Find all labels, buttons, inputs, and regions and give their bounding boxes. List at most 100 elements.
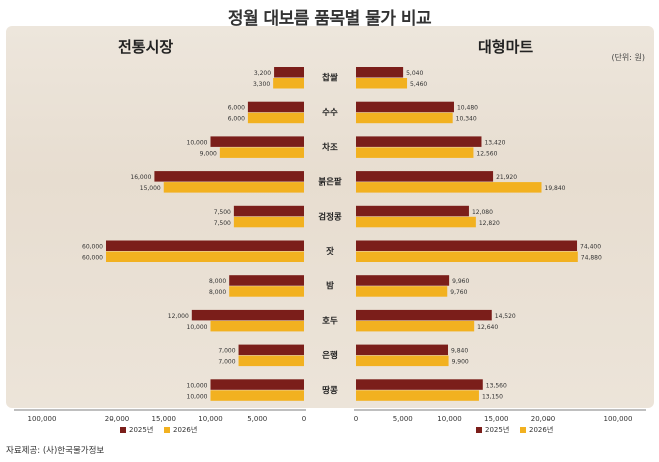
right-panel-title: 대형마트 xyxy=(478,38,534,56)
data-label: 9,900 xyxy=(452,359,469,366)
left-legend-swatch xyxy=(120,427,126,433)
right-bar-2025 xyxy=(356,240,578,251)
data-label: 10,340 xyxy=(456,116,477,123)
chart-panel xyxy=(6,26,654,408)
data-label: 74,880 xyxy=(581,255,602,262)
left-bar-2026 xyxy=(219,147,304,158)
data-label: 10,000 xyxy=(187,382,208,389)
data-label: 8,000 xyxy=(209,278,226,285)
data-label: 8,000 xyxy=(209,289,226,296)
data-label: 6,000 xyxy=(228,105,245,112)
right-legend-swatch xyxy=(520,427,526,433)
data-label: 5,460 xyxy=(410,81,427,88)
left-bar-2026 xyxy=(273,78,304,89)
data-label: 60,000 xyxy=(82,244,103,251)
right-legend-swatch xyxy=(476,427,482,433)
data-label: 21,920 xyxy=(496,174,517,181)
right-bar-2025 xyxy=(356,171,494,182)
data-label: 14,520 xyxy=(495,313,516,320)
right-bar-2025 xyxy=(356,309,492,321)
category-label: 밤 xyxy=(326,281,334,292)
category-label: 차조 xyxy=(322,142,338,153)
category-label: 호두 xyxy=(322,315,338,326)
data-label: 6,000 xyxy=(228,116,245,123)
data-label: 7,000 xyxy=(218,359,235,366)
data-label: 9,960 xyxy=(452,278,469,285)
x-tick-label: 5,000 xyxy=(393,415,413,423)
left-bar-2026 xyxy=(210,390,304,401)
left-legend-swatch xyxy=(164,427,170,433)
category-label: 은행 xyxy=(322,350,338,361)
right-bar-2026 xyxy=(356,216,476,228)
left-bar-2025 xyxy=(210,136,304,147)
category-label: 수수 xyxy=(322,108,338,118)
data-label: 3,200 xyxy=(254,70,271,77)
x-tick-label: 15,000 xyxy=(152,415,177,423)
right-bar-2026 xyxy=(356,390,479,401)
category-label: 땅콩 xyxy=(322,385,338,396)
left-bar-2026 xyxy=(233,216,304,228)
data-label: 7,500 xyxy=(214,209,231,216)
x-tick-label: 5,000 xyxy=(247,415,267,423)
unit-label: (단위: 원) xyxy=(611,53,645,62)
right-legend-label: 2025년 xyxy=(485,425,509,434)
data-label: 7,000 xyxy=(218,348,235,355)
category-label: 붉은팥 xyxy=(318,177,342,188)
left-bar-2025 xyxy=(229,275,304,286)
data-label: 12,000 xyxy=(168,313,189,320)
x-tick-label: 15,000 xyxy=(484,415,509,423)
data-label: 12,640 xyxy=(477,324,498,331)
right-bar-2026 xyxy=(356,320,475,332)
data-label: 7,500 xyxy=(214,220,231,227)
data-label: 5,040 xyxy=(406,70,423,77)
right-bar-2026 xyxy=(356,78,408,89)
category-label: 찹쌀 xyxy=(322,73,338,84)
left-bar-2025 xyxy=(210,379,304,390)
left-bar-2025 xyxy=(106,240,304,251)
x-tick-label: 0 xyxy=(354,415,358,423)
data-label: 60,000 xyxy=(82,255,103,262)
data-label: 12,560 xyxy=(476,150,497,157)
right-bar-2025 xyxy=(356,275,450,286)
category-label: 검정콩 xyxy=(318,211,342,222)
x-tick-label: 100,000 xyxy=(28,415,57,423)
data-label: 16,000 xyxy=(130,174,151,181)
x-tick-label: 10,000 xyxy=(198,415,223,423)
data-label: 19,840 xyxy=(545,185,566,192)
left-bar-2026 xyxy=(106,251,304,262)
right-bar-2026 xyxy=(356,182,542,193)
data-label: 12,080 xyxy=(472,209,493,216)
left-bar-2025 xyxy=(238,344,304,356)
data-label: 10,000 xyxy=(187,393,208,400)
data-label: 9,000 xyxy=(200,150,217,157)
x-tick-label: 100,000 xyxy=(604,415,633,423)
x-tick-label: 10,000 xyxy=(437,415,462,423)
right-bar-2026 xyxy=(356,286,448,297)
left-legend-label: 2025년 xyxy=(129,425,153,434)
left-bar-2025 xyxy=(191,309,304,321)
x-tick-label: – xyxy=(110,415,114,423)
source-note: 자료제공: (사)한국물가정보 xyxy=(6,446,105,456)
right-bar-2026 xyxy=(356,147,474,158)
left-bar-2026 xyxy=(210,320,304,332)
x-tick-label: 20,000 xyxy=(105,415,130,423)
left-bar-2026 xyxy=(229,286,304,297)
data-label: 12,820 xyxy=(479,220,500,227)
left-bar-2025 xyxy=(274,67,304,78)
data-label: 74,400 xyxy=(580,244,601,251)
x-tick-label: 0 xyxy=(302,415,306,423)
data-label: 13,560 xyxy=(486,382,507,389)
left-bar-2026 xyxy=(238,355,304,367)
right-bar-2025 xyxy=(356,136,482,147)
page-title: 정월 대보름 품목별 물가 비교 xyxy=(227,9,432,29)
right-bar-2026 xyxy=(356,112,453,124)
right-legend-label: 2026년 xyxy=(529,425,553,434)
data-label: 13,150 xyxy=(482,393,503,400)
x-tick-label: – xyxy=(547,415,551,423)
left-bar-2026 xyxy=(247,112,304,124)
data-label: 15,000 xyxy=(140,185,161,192)
data-label: 10,000 xyxy=(187,139,208,146)
data-label: 9,760 xyxy=(450,289,467,296)
left-bar-2025 xyxy=(154,171,304,182)
